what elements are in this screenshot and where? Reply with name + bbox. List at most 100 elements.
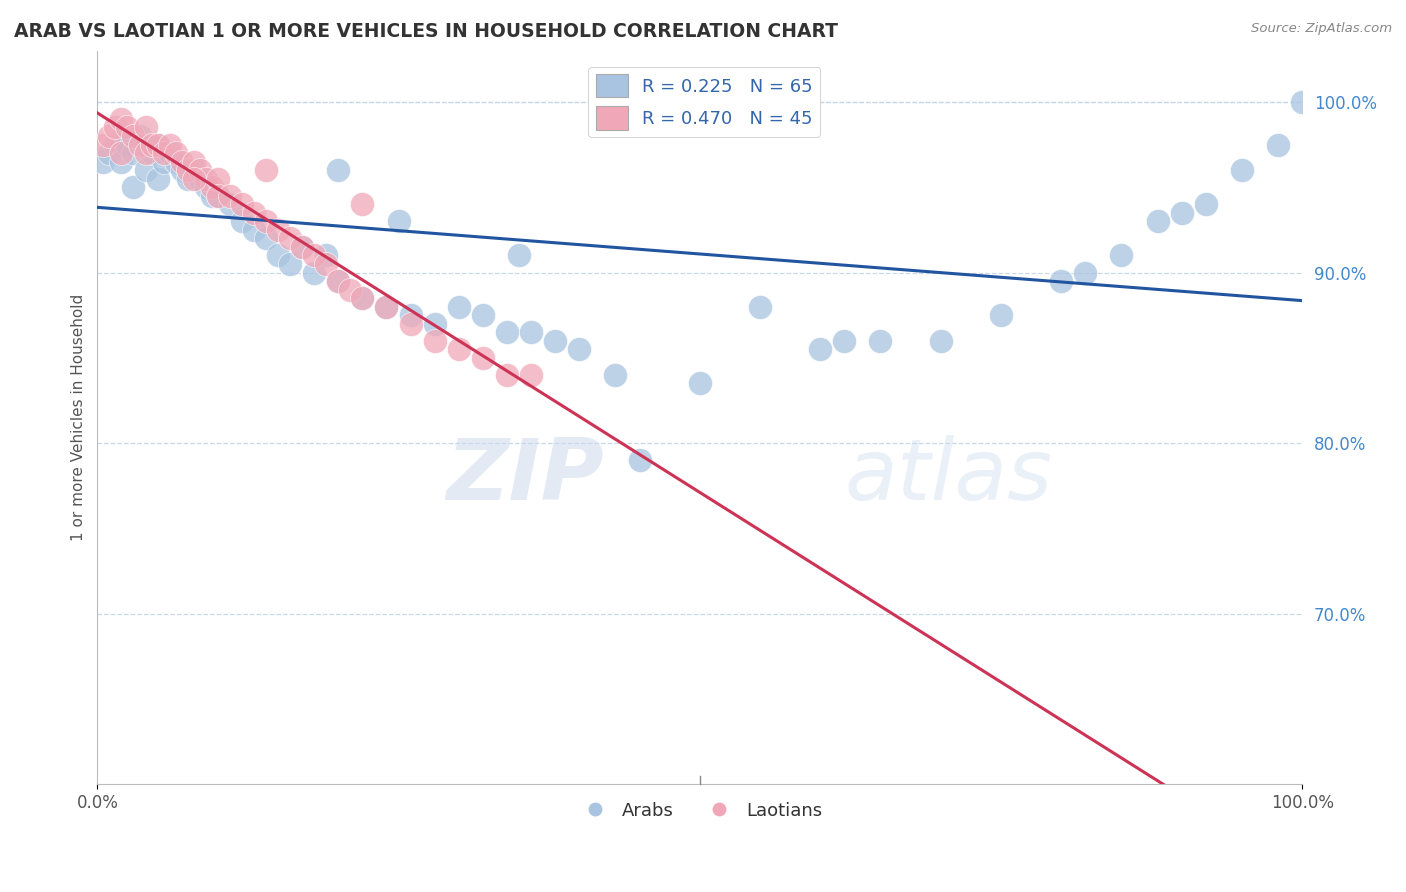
Point	[110, 146, 132, 161]
Point	[869, 334, 891, 348]
Point	[93, 154, 115, 169]
Point	[165, 154, 187, 169]
Point	[254, 231, 277, 245]
Point	[183, 154, 205, 169]
Point	[159, 146, 181, 161]
Point	[117, 137, 139, 152]
Point	[207, 188, 229, 202]
Point	[352, 291, 374, 305]
Point	[135, 137, 157, 152]
Point	[141, 146, 163, 161]
Point	[568, 343, 591, 357]
Point	[98, 146, 121, 161]
Point	[218, 197, 240, 211]
Point	[201, 180, 224, 194]
Point	[990, 308, 1012, 322]
Text: ZIP: ZIP	[446, 434, 603, 517]
Point	[183, 163, 205, 178]
Point	[254, 163, 277, 178]
Point	[93, 137, 115, 152]
Point	[183, 171, 205, 186]
Point	[243, 206, 266, 220]
Point	[146, 137, 169, 152]
Point	[194, 180, 217, 194]
Point	[291, 240, 314, 254]
Point	[117, 120, 139, 135]
Point	[328, 163, 350, 178]
Point	[135, 163, 157, 178]
Point	[122, 128, 145, 143]
Point	[1291, 95, 1313, 109]
Point	[834, 334, 856, 348]
Point	[544, 334, 567, 348]
Point	[231, 197, 253, 211]
Point	[188, 163, 211, 178]
Point	[1146, 214, 1168, 228]
Point	[188, 171, 211, 186]
Point	[339, 283, 361, 297]
Point	[267, 223, 290, 237]
Point	[201, 188, 224, 202]
Point	[1111, 248, 1133, 262]
Point	[146, 171, 169, 186]
Point	[128, 128, 150, 143]
Point	[141, 137, 163, 152]
Point	[152, 154, 174, 169]
Point	[375, 300, 398, 314]
Legend: Arabs, Laotians: Arabs, Laotians	[569, 794, 830, 827]
Point	[231, 214, 253, 228]
Point	[808, 343, 831, 357]
Point	[375, 300, 398, 314]
Point	[165, 146, 187, 161]
Point	[254, 214, 277, 228]
Point	[170, 154, 193, 169]
Point	[1267, 137, 1289, 152]
Point	[315, 248, 337, 262]
Point	[315, 257, 337, 271]
Point	[1170, 206, 1192, 220]
Point	[328, 274, 350, 288]
Point	[170, 163, 193, 178]
Point	[496, 368, 519, 382]
Point	[447, 343, 470, 357]
Point	[1230, 163, 1253, 178]
Point	[1195, 197, 1218, 211]
Point	[423, 317, 446, 331]
Point	[520, 368, 543, 382]
Y-axis label: 1 or more Vehicles in Household: 1 or more Vehicles in Household	[72, 294, 86, 541]
Point	[207, 171, 229, 186]
Point	[302, 248, 325, 262]
Point	[177, 171, 200, 186]
Point	[267, 248, 290, 262]
Point	[243, 223, 266, 237]
Point	[1050, 274, 1073, 288]
Point	[447, 300, 470, 314]
Point	[929, 334, 952, 348]
Point	[471, 351, 494, 365]
Point	[352, 197, 374, 211]
Point	[328, 274, 350, 288]
Point	[104, 137, 127, 152]
Text: ARAB VS LAOTIAN 1 OR MORE VEHICLES IN HOUSEHOLD CORRELATION CHART: ARAB VS LAOTIAN 1 OR MORE VEHICLES IN HO…	[14, 22, 838, 41]
Point	[207, 188, 229, 202]
Point	[152, 146, 174, 161]
Point	[278, 231, 301, 245]
Point	[399, 317, 422, 331]
Point	[291, 240, 314, 254]
Point	[278, 257, 301, 271]
Point	[146, 137, 169, 152]
Point	[689, 376, 711, 391]
Point	[302, 266, 325, 280]
Point	[98, 128, 121, 143]
Point	[423, 334, 446, 348]
Point	[110, 112, 132, 126]
Point	[1074, 266, 1097, 280]
Point	[387, 214, 409, 228]
Point	[177, 163, 200, 178]
Point	[496, 325, 519, 339]
Text: atlas: atlas	[845, 434, 1052, 517]
Point	[135, 146, 157, 161]
Point	[135, 120, 157, 135]
Point	[218, 188, 240, 202]
Point	[508, 248, 530, 262]
